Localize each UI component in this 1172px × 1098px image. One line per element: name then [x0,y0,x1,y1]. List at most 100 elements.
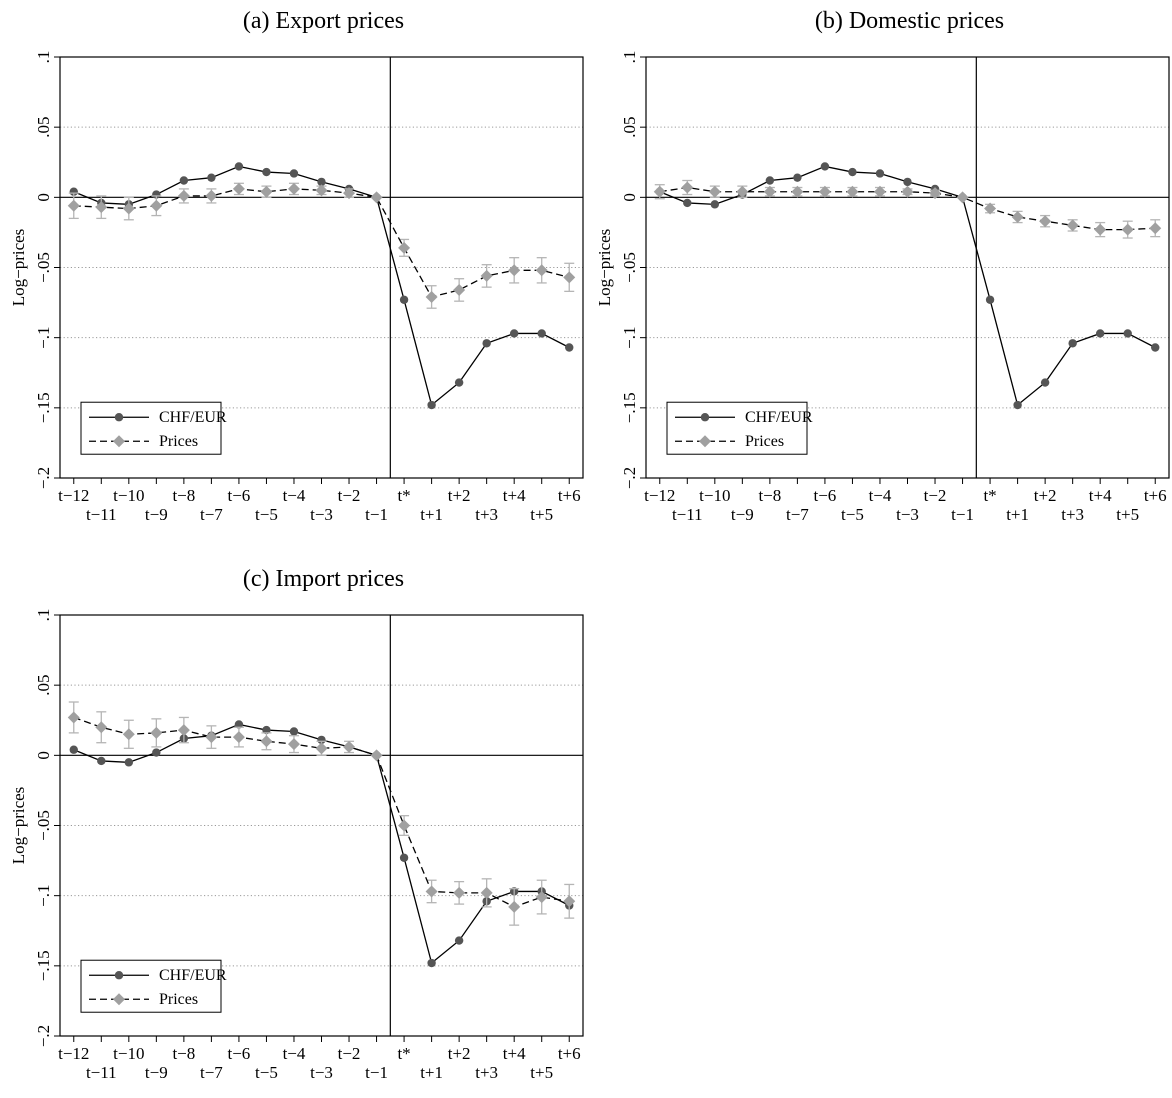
panel-import-prices: (c) Import prices .1 .05 0 −.05 −.1 −.15 −.2 Lo… [0,558,586,1098]
x-tick-label: t+3 [475,505,498,524]
data-point [398,819,411,832]
chart-domestic-prices: .1.050−.05−.1−.15−.2Log−pricest−12t−11t−… [595,51,1170,524]
data-point [97,756,106,766]
data-point [1068,339,1077,348]
legend-marker [113,435,125,448]
y-tick-label: −.2 [34,1025,53,1047]
data-point [67,199,80,212]
x-tick-label: t+3 [1061,505,1084,524]
data-point [681,181,694,194]
x-tick-label: t+4 [503,1044,526,1063]
x-tick-label: t−12 [644,486,675,505]
data-point [508,264,521,277]
data-point [793,173,802,182]
data-point [315,184,328,197]
data-point [343,187,356,200]
data-point [873,185,886,198]
x-tick-label: t−11 [86,1063,117,1082]
x-tick-label: t−3 [310,1063,333,1082]
x-tick-label: t+2 [448,486,471,505]
data-point [985,295,995,304]
x-tick-label: t−8 [758,486,781,505]
data-point [425,290,438,303]
chart-import-prices: .1.050−.05−.1−.15−.2Log−pricest−12t−11t−… [9,609,584,1082]
data-point [903,177,912,187]
x-tick-label: t−4 [283,486,306,505]
data-point [427,400,436,410]
data-point [289,727,299,736]
data-point [317,735,326,745]
y-tick-label: −.1 [34,326,53,348]
y-tick-label: −.2 [34,467,53,489]
data-point [69,187,78,196]
legend-marker [700,413,710,422]
y-tick-label: .1 [34,51,53,64]
x-tick-label: t+1 [420,1063,443,1082]
data-point [1040,378,1050,387]
data-point [956,191,969,204]
data-point [232,182,245,195]
x-tick-label: t+6 [558,1044,581,1063]
series-line [659,165,1156,407]
x-tick-label: t+4 [1089,486,1112,505]
legend-label: Prices [159,991,198,1008]
x-tick-label: t−4 [869,486,892,505]
data-point [708,185,721,198]
chart-title: (a) Export prices [242,8,405,34]
data-point [1151,343,1160,352]
series-line [73,165,570,407]
data-point [317,177,326,187]
data-point [152,748,161,757]
x-tick-label: t−5 [841,505,864,524]
x-tick-label: t−1 [951,505,974,524]
data-point [343,740,356,753]
data-point [234,720,244,729]
data-point [1011,210,1024,223]
data-point [289,169,299,178]
x-tick-label: t+2 [1034,486,1057,505]
data-point [207,173,216,182]
data-point [287,738,300,751]
data-point [820,162,830,171]
y-tick-label: −.15 [620,392,639,423]
x-tick-label: t+1 [420,505,443,524]
x-tick-label: t−8 [172,1044,195,1063]
x-tick-label: t−1 [365,505,388,524]
data-point [875,169,885,178]
legend-label: Prices [159,433,198,450]
x-tick-label: t−6 [228,1044,251,1063]
y-tick-label: −.15 [34,392,53,423]
data-point [398,241,411,254]
data-point [179,176,189,185]
data-point [260,185,273,198]
data-point [482,339,491,348]
data-point [1066,219,1079,232]
data-point [984,202,997,215]
legend-label: Prices [745,433,784,450]
x-tick-label: t−9 [145,1063,168,1082]
data-point [1039,215,1052,228]
data-point [791,185,804,198]
y-axis-label: Log−prices [9,787,28,865]
x-tick-label: t−5 [255,505,278,524]
data-point [122,202,135,215]
x-tick-label: t* [983,486,996,505]
data-point [370,191,383,204]
data-point [150,199,163,212]
legend-label: CHF/EUR [745,409,813,426]
x-tick-label: t−8 [172,486,195,505]
y-tick-label: .05 [34,675,53,696]
data-point [535,891,548,904]
y-axis-label: Log−prices [595,229,614,307]
x-tick-label: t−12 [58,486,89,505]
x-tick-label: t−7 [786,505,809,524]
x-tick-label: t+5 [530,505,553,524]
x-tick-label: t−11 [86,505,117,524]
panel-domestic-prices: (b) Domestic prices .1 .05 0 −.05 −.1 −.15 −.2… [586,0,1172,540]
y-tick-label: −.2 [620,467,639,489]
x-tick-label: t−3 [310,505,333,524]
data-point [1149,222,1162,235]
y-tick-label: .1 [620,51,639,64]
x-tick-label: t−9 [731,505,754,524]
data-point [262,725,271,735]
